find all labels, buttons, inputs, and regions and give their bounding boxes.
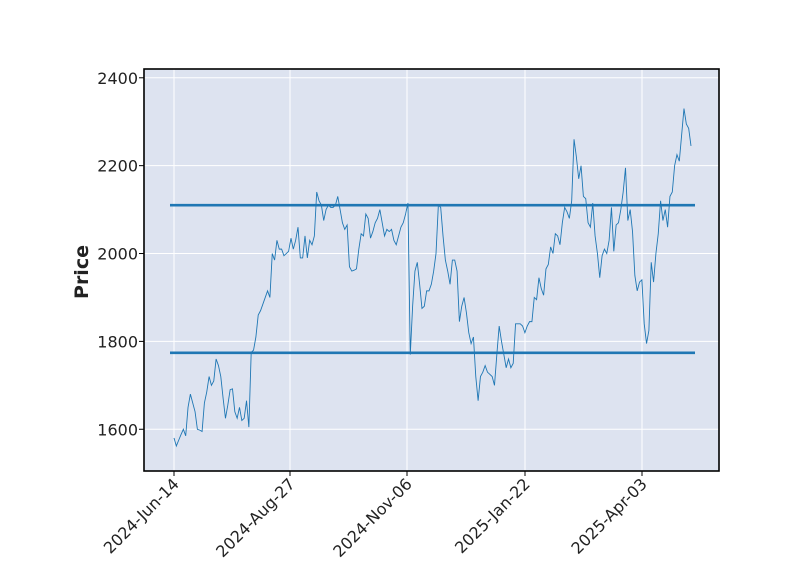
y-tick-label: 2200: [97, 157, 138, 176]
y-tick-label: 1600: [97, 420, 138, 439]
y-axis-ticks: 1600 1800 2000 2200 2400: [97, 69, 144, 439]
x-tick-label: 2025-Apr-03: [567, 474, 650, 557]
grid: [144, 69, 719, 471]
x-tick-label: 2024-Aug-27: [212, 474, 299, 561]
y-tick-label: 2400: [97, 69, 138, 88]
y-tick-label: 1800: [97, 332, 138, 351]
y-tick-label: 2000: [97, 245, 138, 264]
y-axis-title: Price: [71, 245, 93, 299]
x-tick-label: 2024-Nov-06: [329, 474, 416, 561]
x-tick-label: 2025-Jan-22: [451, 474, 534, 557]
x-axis-ticks: 2024-Jun-14 2024-Aug-27 2024-Nov-06 2025-Ja…: [100, 471, 651, 561]
series-line: [173, 108, 692, 448]
plot-area: [144, 69, 719, 471]
x-tick-label: 2024-Jun-14: [100, 474, 183, 557]
plot-frame: [143, 68, 720, 472]
horizontal-reference-lines: [170, 203, 695, 355]
